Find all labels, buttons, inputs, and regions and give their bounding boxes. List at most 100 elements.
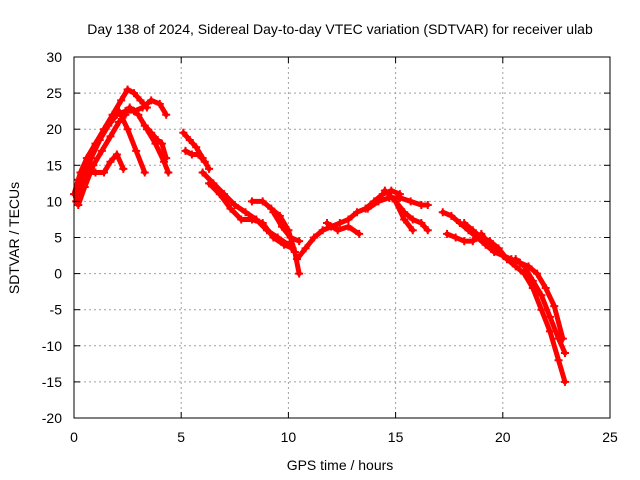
data-point <box>554 334 563 343</box>
series-line <box>461 220 510 262</box>
series-trace-11 <box>205 179 297 253</box>
data-point <box>374 197 383 206</box>
data-point <box>205 179 214 188</box>
series-line <box>324 220 362 237</box>
data-point <box>408 226 417 235</box>
data-point <box>106 157 115 166</box>
data-point <box>140 168 149 177</box>
data-point <box>477 233 486 242</box>
data-point <box>511 255 520 264</box>
data-point <box>269 233 278 242</box>
data-point <box>301 244 310 253</box>
series-trace-9 <box>181 146 209 166</box>
data-point <box>205 164 214 173</box>
data-point <box>198 168 207 177</box>
data-point <box>391 197 400 206</box>
data-point <box>194 150 203 159</box>
data-point <box>511 262 520 271</box>
data-point <box>545 327 554 336</box>
data-point <box>164 168 173 177</box>
data-point <box>155 99 164 108</box>
data-point <box>185 136 194 145</box>
x-tick-label: 5 <box>177 429 185 445</box>
data-point <box>192 143 201 152</box>
data-point <box>132 146 141 155</box>
series-trace-18 <box>391 197 417 235</box>
data-point <box>406 197 415 206</box>
data-point <box>87 154 96 163</box>
data-point <box>380 186 389 195</box>
x-axis-label: GPS time / hours <box>287 457 394 473</box>
data-point <box>520 262 529 271</box>
data-point <box>344 215 353 224</box>
data-point <box>74 175 83 184</box>
data-point <box>91 168 100 177</box>
data-point <box>97 146 106 155</box>
y-tick-label: 10 <box>46 193 62 209</box>
data-point <box>295 269 304 278</box>
data-point <box>528 276 537 285</box>
data-point <box>363 204 372 213</box>
data-point <box>310 233 319 242</box>
data-point <box>395 193 404 202</box>
y-axis-label: SDTVAR / TECUs <box>6 182 22 294</box>
series-trace-4 <box>74 150 128 184</box>
data-point <box>258 197 267 206</box>
series-trace-1 <box>70 85 151 199</box>
data-point <box>119 164 128 173</box>
data-point <box>125 103 134 112</box>
data-point <box>344 222 353 231</box>
data-point <box>537 305 546 314</box>
data-points <box>70 85 569 386</box>
data-point <box>162 154 171 163</box>
y-tick-label: 25 <box>46 85 62 101</box>
series-trace-7 <box>140 121 171 163</box>
data-point <box>295 237 304 246</box>
y-tick-label: 15 <box>46 157 62 173</box>
data-point <box>130 89 139 98</box>
data-point <box>537 291 546 300</box>
x-tick-label: 0 <box>70 429 78 445</box>
data-point <box>247 197 256 206</box>
data-point <box>485 237 494 246</box>
data-point <box>290 247 299 256</box>
data-point <box>541 284 550 293</box>
data-point <box>322 219 331 228</box>
data-point <box>157 139 166 148</box>
data-point <box>417 219 426 228</box>
data-point <box>286 233 295 242</box>
series-trace-15 <box>322 219 364 238</box>
data-point <box>112 150 121 159</box>
data-point <box>181 146 190 155</box>
data-point <box>162 110 171 119</box>
series-line <box>382 188 431 233</box>
data-point <box>355 229 364 238</box>
data-point <box>438 208 447 217</box>
x-tick-label: 25 <box>602 429 618 445</box>
y-axis-ticks: -20 -15 -10 -5 0 5 10 15 20 25 30 <box>42 49 610 426</box>
data-point <box>545 312 554 321</box>
data-point <box>460 219 469 228</box>
data-point <box>277 222 286 231</box>
data-point <box>89 161 98 170</box>
data-point <box>550 302 559 311</box>
data-point <box>280 240 289 249</box>
data-point <box>106 132 115 141</box>
data-point <box>230 201 239 210</box>
data-point <box>241 208 250 217</box>
data-point <box>153 136 162 145</box>
data-point <box>468 226 477 235</box>
data-point <box>215 190 224 199</box>
data-point <box>560 377 569 386</box>
data-point <box>200 157 209 166</box>
data-point <box>247 215 256 224</box>
data-point <box>451 233 460 242</box>
data-point <box>123 125 132 134</box>
data-point <box>468 237 477 246</box>
y-tick-label: 20 <box>46 121 62 137</box>
x-tick-label: 20 <box>495 429 511 445</box>
x-tick-label: 15 <box>388 429 404 445</box>
data-point <box>423 226 432 235</box>
data-point <box>503 255 512 264</box>
